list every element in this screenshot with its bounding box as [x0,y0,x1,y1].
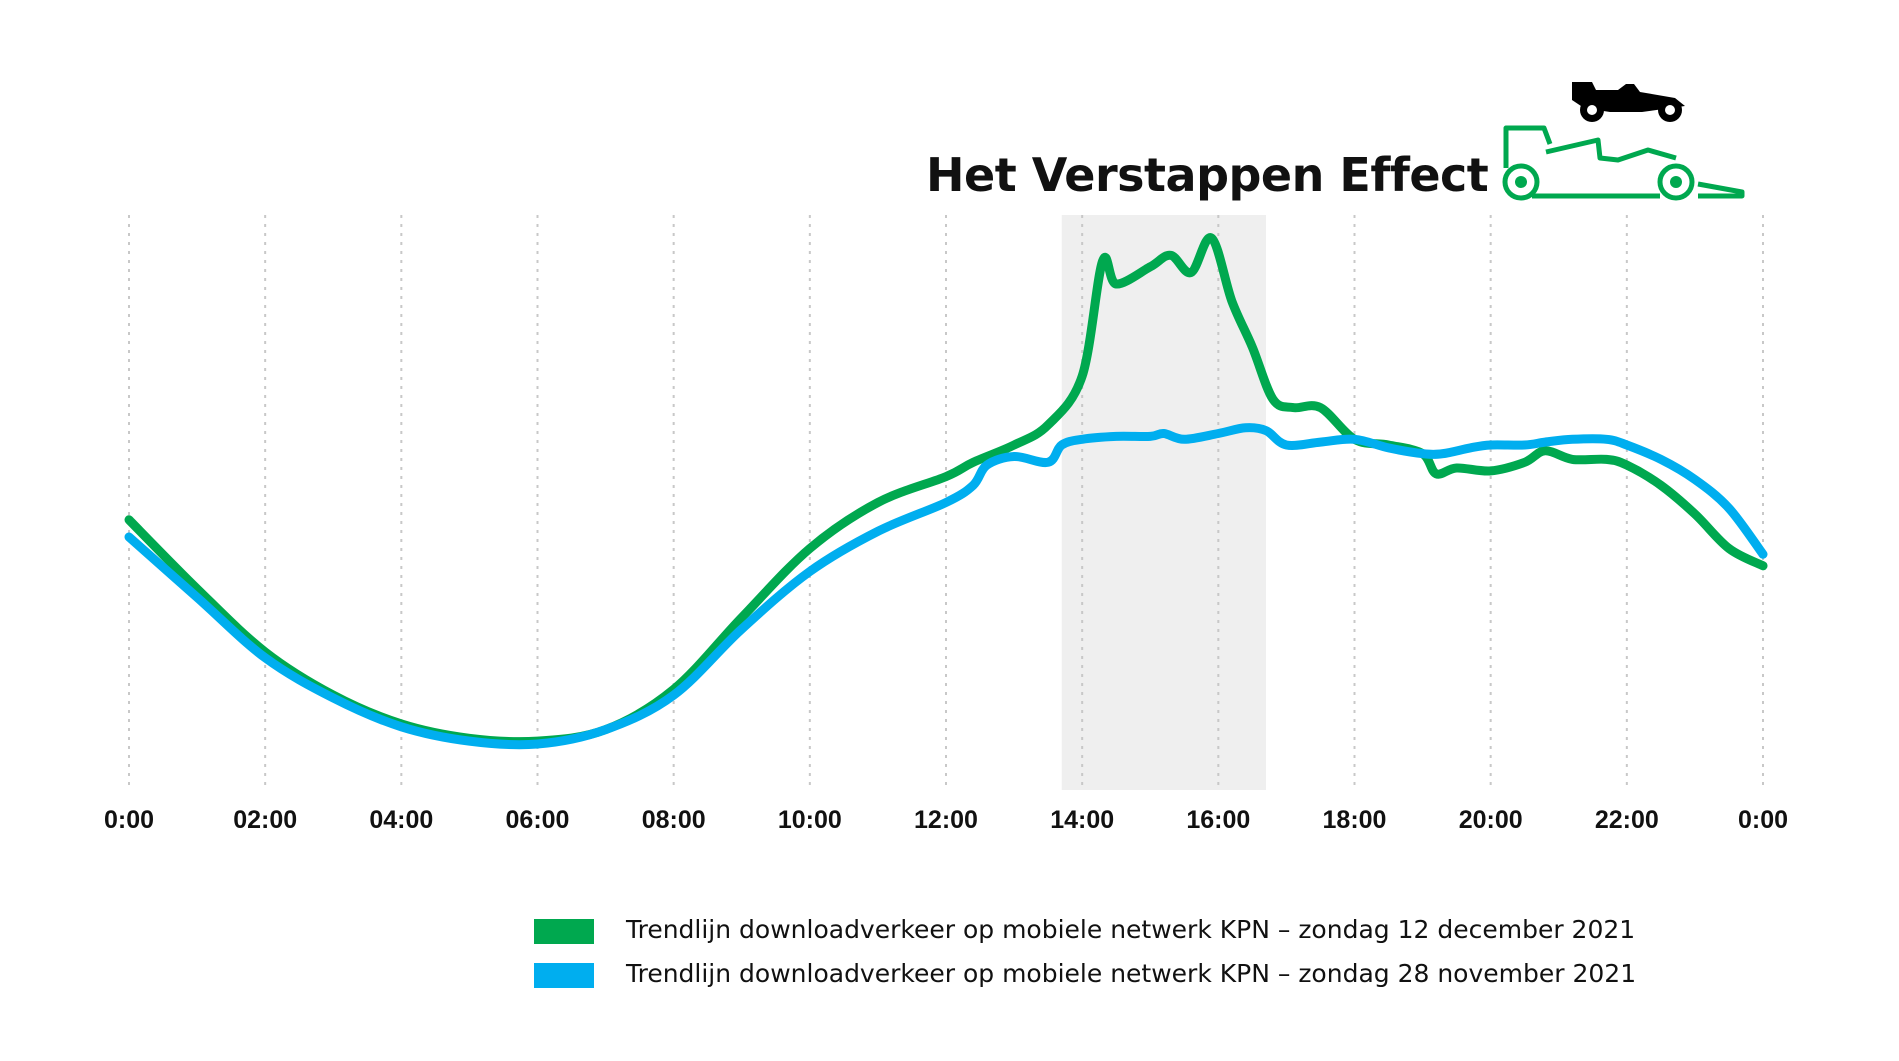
legend-label-green: Trendlijn downloadverkeer op mobiele net… [626,915,1636,944]
x-tick-label: 20:00 [1459,806,1523,834]
x-tick-label: 0:00 [104,806,154,834]
legend-label-blue: Trendlijn downloadverkeer op mobiele net… [626,959,1637,988]
x-tick-label: 16:00 [1186,806,1250,834]
x-tick-label: 22:00 [1595,806,1659,834]
x-tick-label: 10:00 [778,806,842,834]
legend-swatch-green [534,919,594,944]
f1-car-silhouette-icon [1572,82,1685,122]
series-line-november-28 [124,423,1768,750]
x-axis-ticks: 0:00 02:00 04:00 06:00 08:00 10:00 12:00 14:00 1… [104,806,1788,834]
x-tick-label: 0:00 [1738,806,1788,834]
x-tick-label: 18:00 [1323,806,1387,834]
f1-car-logo [1502,82,1745,201]
chart-series [124,233,1768,750]
legend-swatch-blue [534,963,594,988]
x-tick-label: 12:00 [914,806,978,834]
x-tick-label: 04:00 [369,806,433,834]
x-tick-label: 08:00 [642,806,706,834]
f1-car-outline-icon [1502,125,1745,201]
x-tick-label: 06:00 [506,806,570,834]
x-tick-label: 14:00 [1050,806,1114,834]
x-tick-label: 02:00 [233,806,297,834]
